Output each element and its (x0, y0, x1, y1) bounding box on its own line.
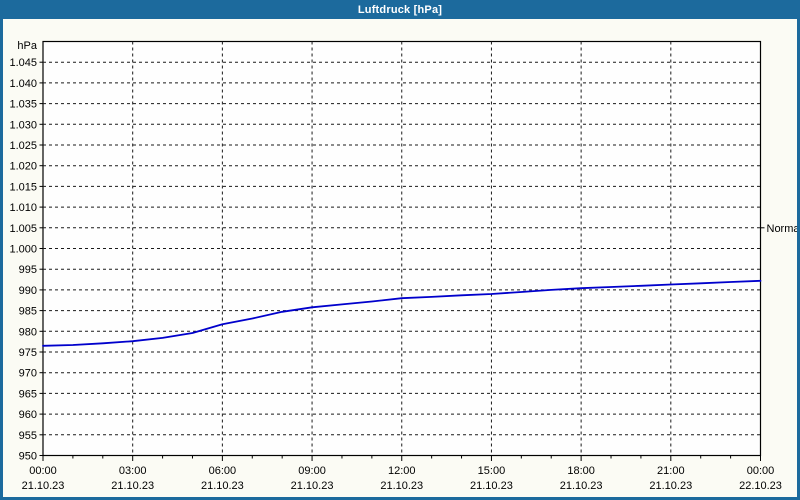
y-tick-label: 955 (19, 430, 37, 442)
y-tick-label: 990 (19, 285, 37, 297)
window-titlebar: Luftdruck [hPa] (0, 0, 800, 19)
x-time-label: 00:00 (747, 465, 775, 477)
x-date-label: 21.10.23 (22, 480, 65, 492)
y-tick-label: 1.010 (9, 202, 37, 214)
x-date-label: 21.10.23 (380, 480, 423, 492)
x-date-label: 21.10.23 (291, 480, 334, 492)
x-time-label: 06:00 (209, 465, 237, 477)
y-tick-label: 1.040 (9, 78, 37, 90)
x-time-label: 00:00 (29, 465, 57, 477)
y-tick-label: 960 (19, 409, 37, 421)
y-tick-label: 1.005 (9, 223, 37, 235)
x-date-label: 21.10.23 (201, 480, 244, 492)
x-date-label: 21.10.23 (470, 480, 513, 492)
y-tick-label: 950 (19, 451, 37, 463)
x-time-label: 18:00 (567, 465, 595, 477)
window-title: Luftdruck [hPa] (357, 3, 443, 16)
y-tick-label: 995 (19, 264, 37, 276)
y-tick-label: 1.015 (9, 181, 37, 193)
y-tick-label: 1.025 (9, 140, 37, 152)
x-time-label: 15:00 (478, 465, 506, 477)
x-date-label: 21.10.23 (111, 480, 154, 492)
y-tick-label: 965 (19, 388, 37, 400)
x-time-label: 09:00 (298, 465, 326, 477)
y-axis-unit: hPa (17, 40, 37, 52)
x-time-label: 03:00 (119, 465, 147, 477)
y-tick-label: 1.000 (9, 244, 37, 256)
y-tick-label: 975 (19, 347, 37, 359)
x-time-label: 21:00 (657, 465, 685, 477)
pressure-series-line (42, 279, 762, 347)
y-tick-label: 970 (19, 368, 37, 380)
normal-marker-label: Normal (767, 223, 800, 235)
y-tick-label: 985 (19, 306, 37, 318)
y-tick-label: 1.045 (9, 57, 37, 69)
x-date-label: 21.10.23 (560, 480, 603, 492)
y-tick-label: 1.020 (9, 161, 37, 173)
y-tick-label: 1.035 (9, 99, 37, 111)
y-tick-label: 980 (19, 326, 37, 338)
x-time-label: 12:00 (388, 465, 416, 477)
x-date-label: 22.10.23 (739, 480, 782, 492)
x-date-label: 21.10.23 (649, 480, 692, 492)
y-tick-label: 1.030 (9, 119, 37, 131)
